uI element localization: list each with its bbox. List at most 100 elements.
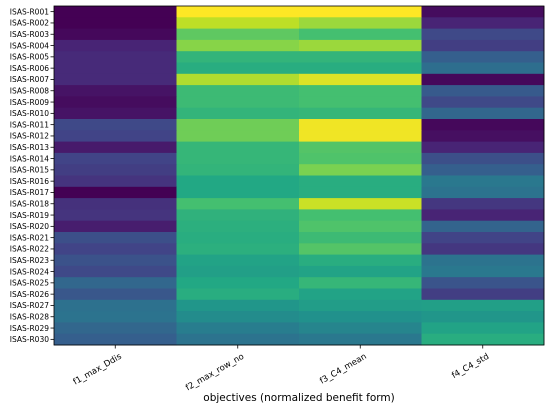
y-tick-label: ISAS-R012 (10, 132, 49, 141)
heatmap-cell-ISAS-R004-f3_C4_mean (299, 39, 422, 52)
y-tick-label: ISAS-R003 (10, 30, 49, 39)
heatmap-cell-ISAS-R028-f1_max_Ddis (54, 311, 177, 323)
heatmap-cell-ISAS-R003-f1_max_Ddis (54, 28, 177, 41)
heatmap-cell-ISAS-R017-f4_C4_std (421, 186, 545, 199)
heatmap-cell-ISAS-R028-f2_max_row_no (176, 311, 300, 323)
heatmap-cell-ISAS-R021-f3_C4_mean (299, 232, 422, 244)
heatmap-cell-ISAS-R016-f3_C4_mean (299, 175, 422, 188)
heatmap-cell-ISAS-R021-f1_max_Ddis (54, 232, 177, 244)
heatmap-cell-ISAS-R002-f3_C4_mean (299, 17, 422, 29)
heatmap-cell-ISAS-R025-f3_C4_mean (299, 277, 422, 289)
y-tick-label: ISAS-R027 (10, 301, 49, 310)
heatmap-cell-ISAS-R023-f3_C4_mean (299, 254, 422, 267)
heatmap-cell-ISAS-R025-f1_max_Ddis (54, 277, 177, 289)
heatmap-cell-ISAS-R009-f3_C4_mean (299, 96, 422, 109)
heatmap-cell-ISAS-R018-f3_C4_mean (299, 198, 422, 210)
heatmap-cell-ISAS-R010-f4_C4_std (421, 107, 545, 120)
heatmap-cell-ISAS-R021-f2_max_row_no (176, 232, 300, 244)
y-tick-label: ISAS-R018 (10, 199, 49, 208)
heatmap-cell-ISAS-R006-f1_max_Ddis (54, 62, 177, 75)
y-tick-label: ISAS-R009 (10, 98, 49, 107)
heatmap-cell-ISAS-R005-f1_max_Ddis (54, 51, 177, 63)
heatmap-cell-ISAS-R006-f3_C4_mean (299, 62, 422, 75)
heatmap-cell-ISAS-R004-f1_max_Ddis (54, 39, 177, 52)
heatmap-cell-ISAS-R009-f1_max_Ddis (54, 96, 177, 109)
heatmap-cell-ISAS-R028-f4_C4_std (421, 311, 545, 323)
heatmap-cell-ISAS-R024-f4_C4_std (421, 265, 545, 278)
heatmap-cell-ISAS-R009-f4_C4_std (421, 96, 545, 109)
heatmap-cell-ISAS-R005-f3_C4_mean (299, 51, 422, 63)
heatmap-cell-ISAS-R030-f3_C4_mean (299, 333, 422, 346)
heatmap-cell-ISAS-R007-f1_max_Ddis (54, 73, 177, 86)
heatmap-cell-ISAS-R022-f2_max_row_no (176, 243, 300, 255)
y-tick-label: ISAS-R022 (10, 245, 49, 254)
x-tick-label: f4_C4_std (450, 352, 491, 381)
heatmap-cell-ISAS-R012-f1_max_Ddis (54, 130, 177, 142)
y-tick-label: ISAS-R020 (10, 222, 49, 231)
heatmap-cell-ISAS-R010-f2_max_row_no (176, 107, 300, 120)
heatmap-cell-ISAS-R030-f4_C4_std (421, 333, 545, 346)
heatmap-cell-ISAS-R012-f4_C4_std (421, 130, 545, 142)
heatmap-cell-ISAS-R013-f3_C4_mean (299, 141, 422, 154)
heatmap-cell-ISAS-R019-f1_max_Ddis (54, 209, 177, 222)
heatmap-cell-ISAS-R016-f2_max_row_no (176, 175, 300, 188)
heatmap-cell-ISAS-R017-f3_C4_mean (299, 186, 422, 199)
x-tick-label: f2_max_row_no (184, 352, 246, 394)
heatmap-cell-ISAS-R019-f4_C4_std (421, 209, 545, 222)
heatmap-cell-ISAS-R026-f3_C4_mean (299, 288, 422, 301)
heatmap-cell-ISAS-R007-f4_C4_std (421, 73, 545, 86)
x-ticks: f1_max_Ddis f2_max_row_no f3_C4_mean f4_C4_… (72, 345, 491, 393)
heatmap-cell-ISAS-R027-f1_max_Ddis (54, 299, 177, 312)
heatmap-cell-ISAS-R003-f2_max_row_no (176, 28, 300, 41)
heatmap-cell-ISAS-R005-f2_max_row_no (176, 51, 300, 63)
heatmap-cell-ISAS-R023-f4_C4_std (421, 254, 545, 267)
heatmap-cell-ISAS-R017-f2_max_row_no (176, 186, 300, 199)
heatmap-cell-ISAS-R008-f4_C4_std (421, 85, 545, 97)
heatmap-cell-ISAS-R006-f2_max_row_no (176, 62, 300, 75)
heatmap-cell-ISAS-R025-f4_C4_std (421, 277, 545, 289)
heatmap-cell-ISAS-R020-f3_C4_mean (299, 220, 422, 233)
y-tick-label: ISAS-R004 (10, 41, 49, 50)
heatmap-cell-ISAS-R013-f1_max_Ddis (54, 141, 177, 154)
heatmap-cell-ISAS-R024-f1_max_Ddis (54, 265, 177, 278)
heatmap-cell-ISAS-R027-f4_C4_std (421, 299, 545, 312)
y-tick-label: ISAS-R013 (10, 143, 49, 152)
heatmap-cell-ISAS-R013-f2_max_row_no (176, 141, 300, 154)
heatmap-cell-ISAS-R001-f1_max_Ddis (54, 6, 177, 18)
heatmap-cell-ISAS-R018-f4_C4_std (421, 198, 545, 210)
heatmap-cell-ISAS-R001-f2_max_row_no (176, 6, 300, 18)
y-tick-label: ISAS-R001 (10, 7, 49, 16)
heatmap-cell-ISAS-R016-f1_max_Ddis (54, 175, 177, 188)
heatmap-cell-ISAS-R025-f2_max_row_no (176, 277, 300, 289)
heatmap-cell-ISAS-R014-f2_max_row_no (176, 152, 300, 165)
y-tick-label: ISAS-R017 (10, 188, 49, 197)
y-tick-label: ISAS-R019 (10, 211, 49, 220)
heatmap-cell-ISAS-R024-f3_C4_mean (299, 265, 422, 278)
heatmap-cell-ISAS-R030-f2_max_row_no (176, 333, 300, 346)
heatmap-cell-ISAS-R008-f2_max_row_no (176, 85, 300, 97)
heatmap-cell-ISAS-R007-f2_max_row_no (176, 73, 300, 86)
heatmap-cell-ISAS-R026-f2_max_row_no (176, 288, 300, 301)
heatmap-cell-ISAS-R003-f3_C4_mean (299, 28, 422, 41)
y-tick-label: ISAS-R014 (10, 154, 49, 163)
heatmap-cell-ISAS-R019-f3_C4_mean (299, 209, 422, 222)
y-tick-label: ISAS-R024 (10, 267, 49, 276)
x-tick-label: f1_max_Ddis (72, 351, 124, 387)
y-tick-label: ISAS-R005 (10, 53, 49, 62)
heatmap-cell-ISAS-R005-f4_C4_std (421, 51, 545, 63)
y-tick-label: ISAS-R025 (10, 279, 49, 288)
y-tick-label: ISAS-R010 (10, 109, 49, 118)
heatmap-cell-ISAS-R018-f2_max_row_no (176, 198, 300, 210)
heatmap-cell-ISAS-R026-f4_C4_std (421, 288, 545, 301)
heatmap-cell-ISAS-R015-f4_C4_std (421, 164, 545, 176)
heatmap-cell-ISAS-R008-f3_C4_mean (299, 85, 422, 97)
y-ticks: ISAS-R001 ISAS-R002 ISAS-R003 ISAS-R004 ISAS… (10, 7, 54, 344)
heatmap-cell-ISAS-R022-f1_max_Ddis (54, 243, 177, 255)
heatmap-cell-ISAS-R011-f4_C4_std (421, 119, 545, 131)
heatmap-cell-ISAS-R029-f4_C4_std (421, 322, 545, 335)
heatmap-cell-ISAS-R017-f1_max_Ddis (54, 186, 177, 199)
heatmap-cell-ISAS-R002-f1_max_Ddis (54, 17, 177, 29)
heatmap-cell-ISAS-R027-f3_C4_mean (299, 299, 422, 312)
heatmap-cell-ISAS-R020-f2_max_row_no (176, 220, 300, 233)
